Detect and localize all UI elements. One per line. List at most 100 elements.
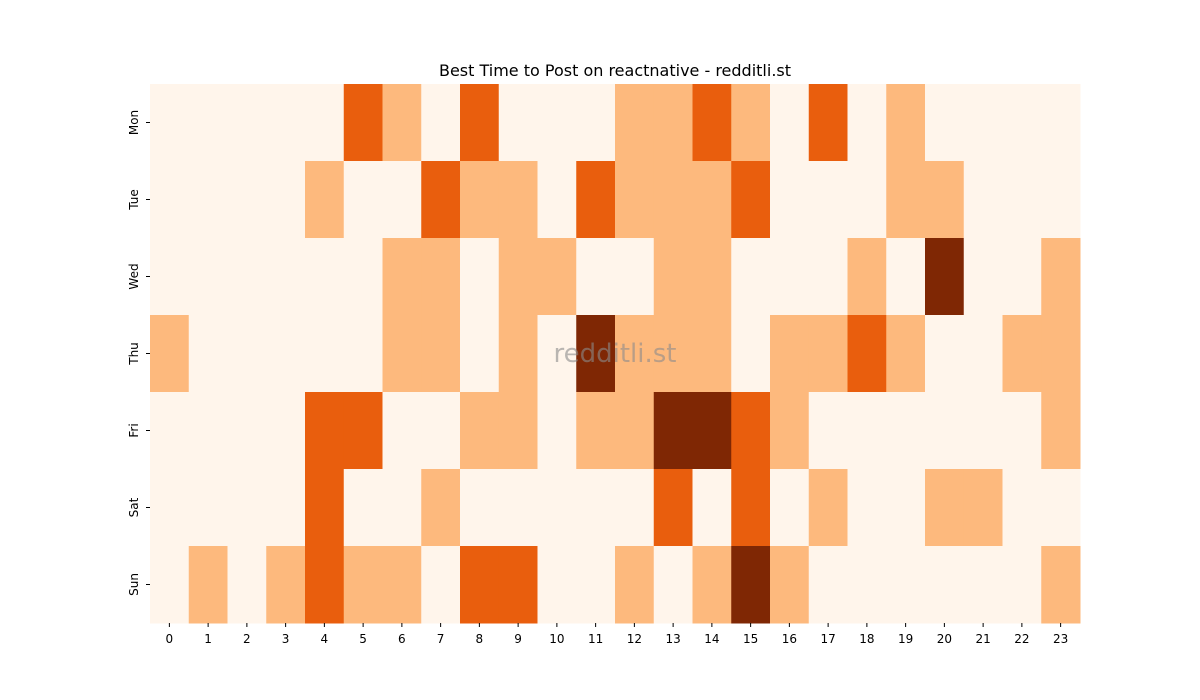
heatmap-cell [653,315,693,393]
heatmap-cell [576,392,616,470]
heatmap-cell [808,546,848,624]
heatmap-cell [886,469,926,547]
x-tick-label: 9 [514,632,522,646]
x-tick-label: 6 [398,632,406,646]
heatmap-cell [1041,161,1081,239]
heatmap-cell [266,469,306,547]
heatmap-cell [886,161,926,239]
x-tick-label: 11 [588,632,603,646]
heatmap-cell [498,315,538,393]
heatmap-cell [963,546,1003,624]
heatmap-cell [653,392,693,470]
heatmap-cell [460,161,500,239]
y-tick-label: Thu [127,342,141,366]
x-tick-label: 21 [975,632,990,646]
heatmap-cell [498,238,538,316]
heatmap-cell [615,84,655,162]
heatmap-cell [1041,546,1081,624]
heatmap-cell [460,84,500,162]
heatmap-cell [460,238,500,316]
heatmap-cell [925,238,965,316]
heatmap-cell [847,238,887,316]
heatmap-cell [653,469,693,547]
heatmap-cell [808,238,848,316]
heatmap-cell [305,238,345,316]
heatmap-cell [305,392,345,470]
heatmap-cell [615,546,655,624]
heatmap-cell [1041,392,1081,470]
heatmap-cell [653,546,693,624]
heatmap-cell [615,238,655,316]
heatmap-cell [886,315,926,393]
x-tick-label: 12 [627,632,642,646]
x-tick-label: 22 [1014,632,1029,646]
heatmap-cell [343,315,383,393]
heatmap-cell [421,469,461,547]
heatmap-cell [770,238,810,316]
heatmap-cell [537,392,577,470]
heatmap-cell [227,238,267,316]
chart-title: Best Time to Post on reactnative - reddi… [439,61,791,80]
x-tick-label: 18 [859,632,874,646]
heatmap-cell [847,546,887,624]
heatmap-cell [343,546,383,624]
heatmap-cell [150,315,190,393]
heatmap-cell [1041,84,1081,162]
heatmap-cell [963,392,1003,470]
heatmap-cell [770,84,810,162]
heatmap-cell [343,392,383,470]
heatmap-cell [731,392,771,470]
heatmap-cell [343,161,383,239]
heatmap-cell [537,161,577,239]
heatmap-cell [227,546,267,624]
y-tick-label: Mon [127,110,141,135]
heatmap-cell [1002,469,1042,547]
heatmap-cell [615,315,655,393]
heatmap-cell [653,84,693,162]
y-tick-label: Sat [127,497,141,517]
heatmap-cell [808,161,848,239]
heatmap-cell [343,469,383,547]
heatmap-cell [266,315,306,393]
x-tick-label: 4 [321,632,329,646]
heatmap-cell [886,84,926,162]
heatmap-cell [150,546,190,624]
heatmap-cell [576,315,616,393]
heatmap-cell [963,84,1003,162]
heatmap-cell [731,161,771,239]
heatmap-cell [963,315,1003,393]
heatmap-cell [576,469,616,547]
heatmap-cell [653,238,693,316]
heatmap-cell [188,469,228,547]
x-tick-label: 23 [1053,632,1068,646]
heatmap-cell [576,238,616,316]
x-tick-label: 13 [665,632,680,646]
heatmap-cell [266,392,306,470]
heatmap-cell [925,392,965,470]
heatmap-cell [305,84,345,162]
x-tick-label: 19 [898,632,913,646]
watermark: redditli.st [554,339,677,369]
heatmap-cell [188,238,228,316]
heatmap-cell [847,469,887,547]
heatmap-cell [421,315,461,393]
heatmap-cell [1041,238,1081,316]
heatmap-cell [731,315,771,393]
heatmap-cell [460,469,500,547]
heatmap-cell [382,238,422,316]
heatmap-cell [188,546,228,624]
heatmap-cell [886,238,926,316]
heatmap-cell [1002,546,1042,624]
heatmap-cell [1002,392,1042,470]
heatmap-cell [498,161,538,239]
heatmap-cell [498,84,538,162]
heatmap-cell [460,315,500,393]
heatmap-cell [808,469,848,547]
heatmap-cells [150,84,1081,624]
heatmap-cell [188,84,228,162]
heatmap-cell [150,392,190,470]
heatmap-cell [382,161,422,239]
heatmap-cell [925,315,965,393]
heatmap-cell [576,161,616,239]
heatmap-cell [1002,161,1042,239]
